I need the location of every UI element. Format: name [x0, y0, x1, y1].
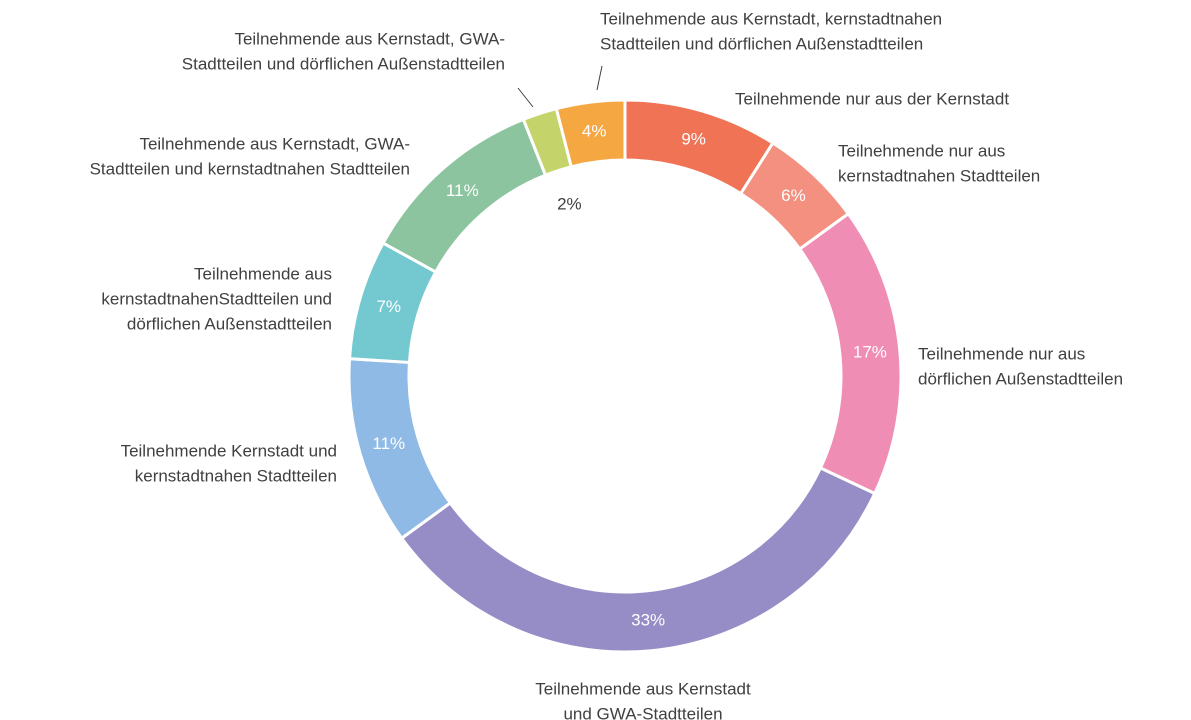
category-label: kernstadtnahen Stadtteilen	[135, 466, 337, 485]
category-label: kernstadtnahenStadtteilen und	[101, 289, 332, 308]
donut-segment	[399, 465, 877, 654]
category-label: Stadtteilen und dörflichen Außenstadttei…	[182, 54, 505, 73]
value-label: 7%	[376, 297, 401, 316]
category-label: dörflichen Außenstadtteilen	[127, 314, 332, 333]
category-label: dörflichen Außenstadtteilen	[918, 369, 1123, 388]
value-label: 6%	[781, 186, 806, 205]
value-label: 17%	[853, 342, 887, 361]
category-label: Teilnehmende aus Kernstadt, GWA-	[234, 29, 505, 48]
category-label: Teilnehmende nur aus der Kernstadt	[735, 89, 1009, 108]
category-label: Teilnehmende aus Kernstadt	[535, 679, 751, 698]
category-label: Teilnehmende aus	[194, 264, 332, 283]
leader-line	[596, 65, 603, 91]
leader-line	[517, 87, 534, 108]
category-label: Teilnehmende aus Kernstadt, GWA-	[139, 134, 410, 153]
donut-segment	[554, 98, 627, 169]
category-label: Teilnehmende nur aus	[838, 141, 1005, 160]
category-label: Teilnehmende Kernstadt und	[121, 441, 337, 460]
category-label: Teilnehmende nur aus	[918, 344, 1085, 363]
value-label: 11%	[372, 434, 405, 453]
value-label: 33%	[631, 610, 665, 629]
value-label: 11%	[446, 181, 479, 200]
value-label: 2%	[557, 194, 582, 213]
category-label: Stadtteilen und kernstadtnahen Stadtteil…	[90, 159, 410, 178]
category-label: Stadtteilen und dörflichen Außenstadttei…	[600, 34, 923, 53]
value-label: 4%	[582, 121, 607, 140]
value-label: 9%	[681, 129, 706, 148]
category-label: Teilnehmende aus Kernstadt, kernstadtnah…	[600, 9, 942, 28]
category-label: und GWA-Stadtteilen	[563, 704, 722, 720]
category-label: kernstadtnahen Stadtteilen	[838, 166, 1040, 185]
